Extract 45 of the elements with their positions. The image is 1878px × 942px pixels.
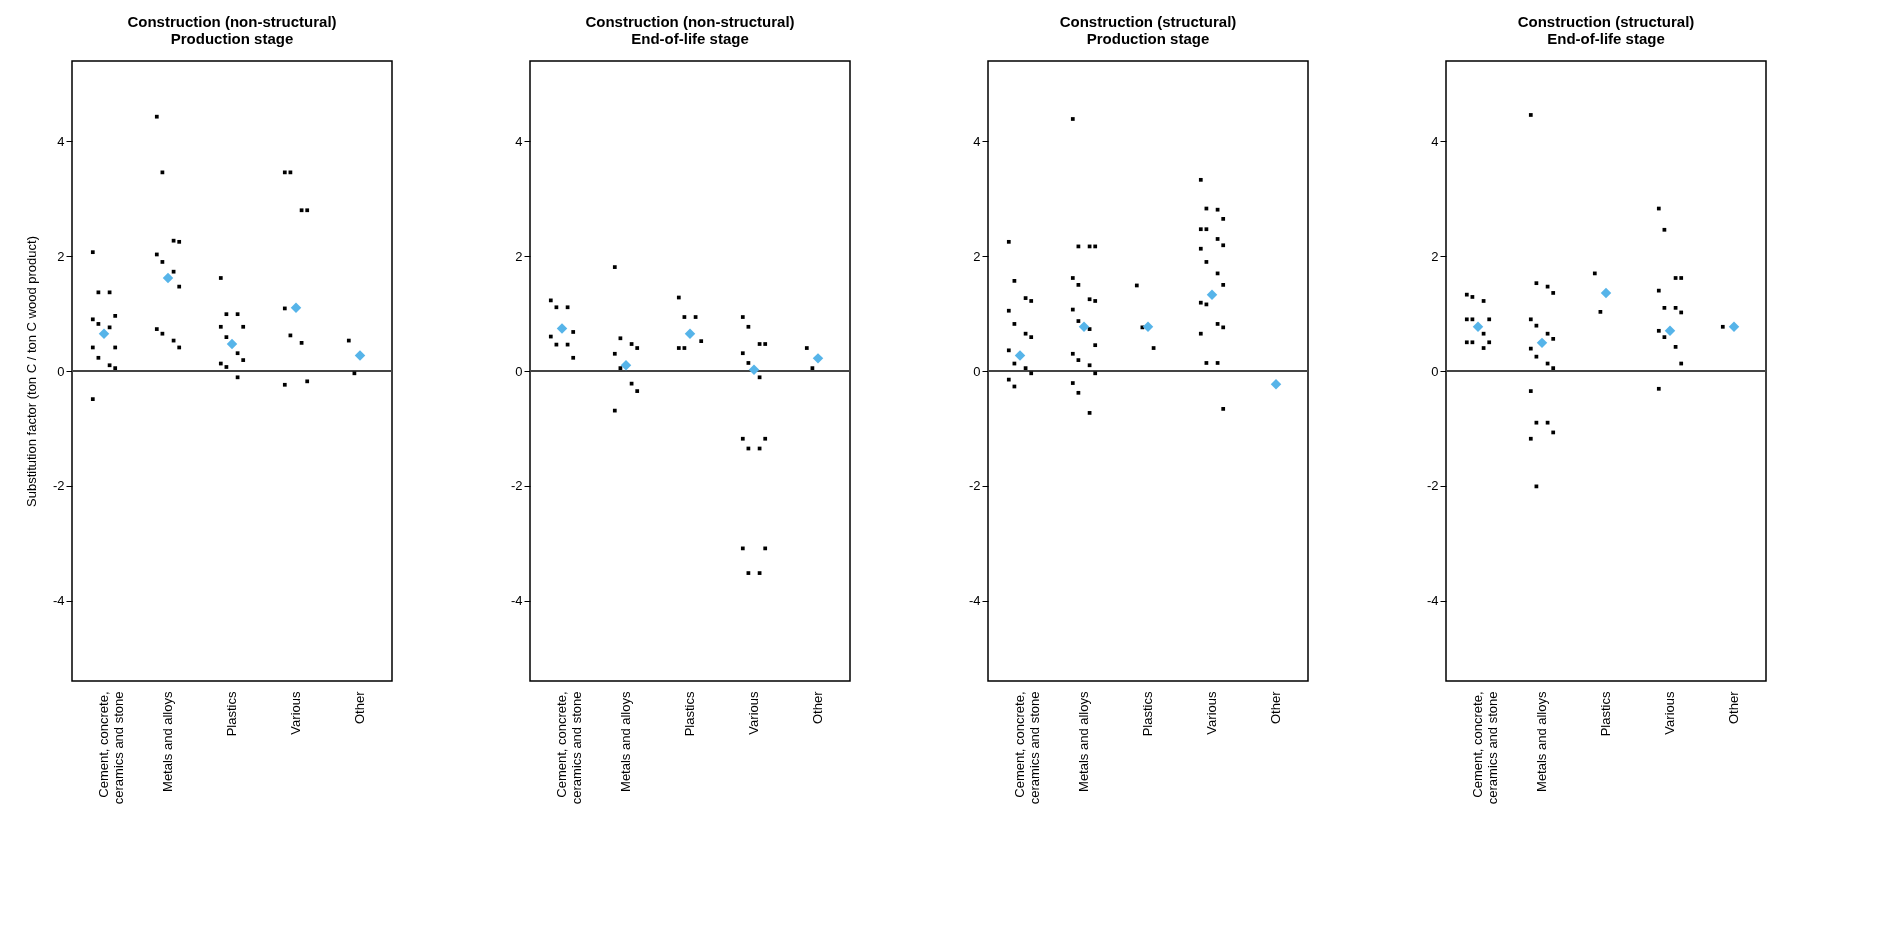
y-tick-label: 4 xyxy=(57,133,65,149)
y-tick-label: 0 xyxy=(973,363,981,379)
y-tick-label: 4 xyxy=(1431,133,1439,149)
y-axis-title: Substitution factor (ton C / ton C wood product) xyxy=(23,236,39,507)
x-tick-label: Other xyxy=(1726,690,1741,725)
x-tick-label: Other xyxy=(352,690,367,725)
y-tick-label: 4 xyxy=(515,133,523,149)
y-tick-label: 2 xyxy=(515,248,523,264)
x-tick-label: Other xyxy=(810,690,825,725)
y-tick-label: 2 xyxy=(57,248,65,264)
x-tick-label: Plastics xyxy=(682,691,697,737)
y-tick-label: -4 xyxy=(968,593,981,609)
y-tick-label: -4 xyxy=(1426,593,1439,609)
x-tick-label: Metals and alloys xyxy=(618,691,633,792)
y-tick-label: -2 xyxy=(52,478,65,494)
x-tick-label: Plastics xyxy=(1140,691,1155,737)
x-tick-label: Cement, concrete, ceramics and stone xyxy=(96,691,126,805)
y-tick-label: 2 xyxy=(1431,248,1439,264)
y-tick-label: -4 xyxy=(510,593,523,609)
y-tick-label: 4 xyxy=(973,133,981,149)
x-tick-label: Cement, concrete, ceramics and stone xyxy=(1012,691,1042,805)
x-tick-label: Various xyxy=(746,691,761,735)
chart-title: Construction (non-structural) End-of-life stage xyxy=(585,13,795,47)
x-tick-label: Various xyxy=(288,691,303,735)
chart-title: Construction (structural) End-of-life stage xyxy=(1517,13,1695,47)
y-tick-label: 0 xyxy=(1431,363,1439,379)
chart-title: Construction (structural) Production stage xyxy=(1059,13,1237,47)
y-tick-label: 0 xyxy=(515,363,523,379)
x-tick-label: Plastics xyxy=(224,691,239,737)
x-tick-label: Metals and alloys xyxy=(1534,691,1549,792)
y-tick-label: 0 xyxy=(57,363,65,379)
x-tick-label: Metals and alloys xyxy=(1076,691,1091,792)
y-tick-label: 2 xyxy=(973,248,981,264)
x-tick-label: Other xyxy=(1268,690,1283,725)
y-tick-label: -2 xyxy=(510,478,523,494)
x-tick-label: Cement, concrete, ceramics and stone xyxy=(554,691,584,805)
y-tick-label: -4 xyxy=(52,593,65,609)
x-tick-label: Plastics xyxy=(1598,691,1613,737)
chart-title: Construction (non-structural) Production stage xyxy=(127,13,337,47)
x-tick-label: Various xyxy=(1662,691,1677,735)
x-tick-label: Cement, concrete, ceramics and stone xyxy=(1470,691,1500,805)
x-tick-label: Metals and alloys xyxy=(160,691,175,792)
y-tick-label: -2 xyxy=(1426,478,1439,494)
x-tick-label: Various xyxy=(1204,691,1219,735)
y-tick-label: -2 xyxy=(968,478,981,494)
